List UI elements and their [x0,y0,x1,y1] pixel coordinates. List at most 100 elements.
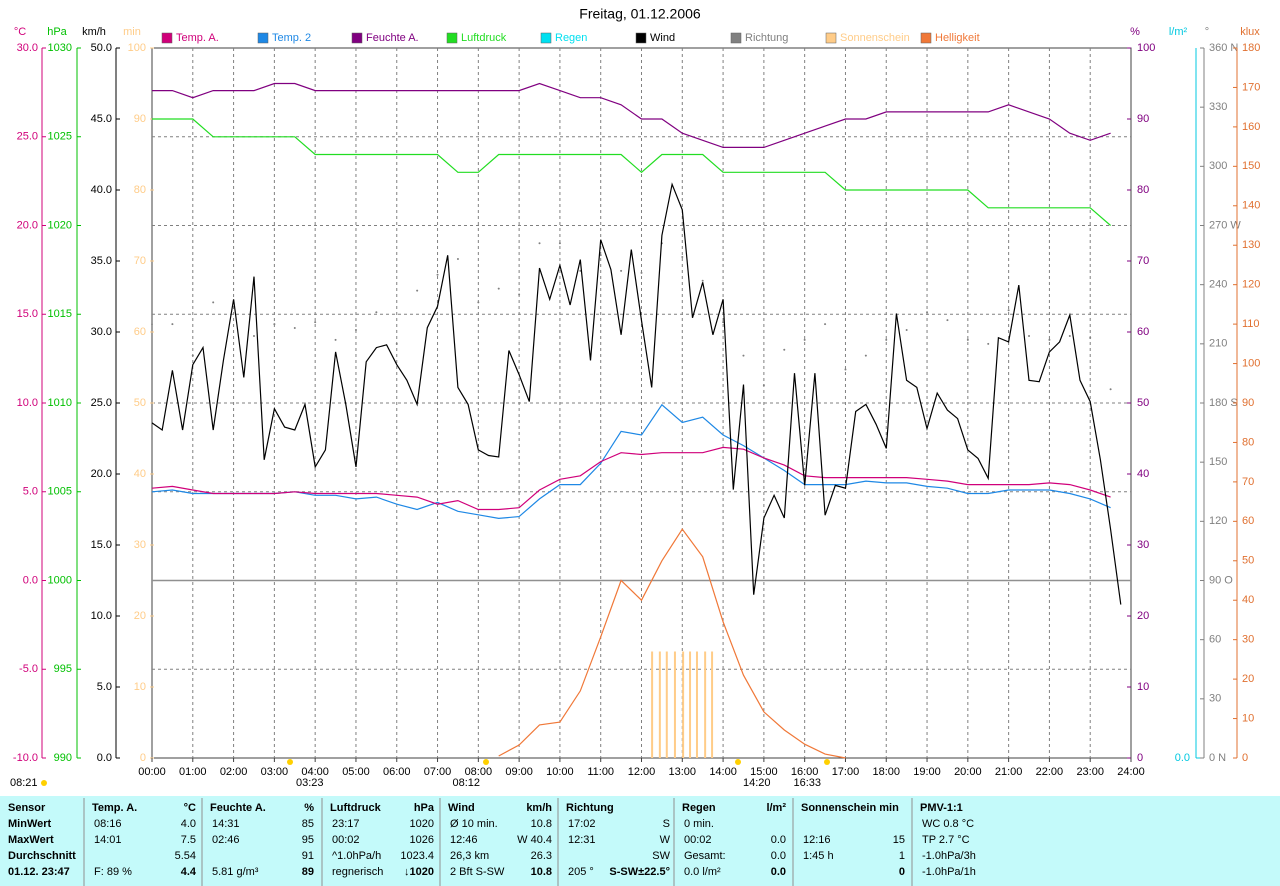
series-line [151,446,1111,511]
y-tick-label: 40 [1242,594,1254,606]
direction-dot [375,311,378,314]
legend-swatch [825,32,837,44]
cell-right: 4.0 [181,818,196,830]
y-tick-label: 20.0 [91,468,112,480]
y-tick-label: 45.0 [91,113,112,125]
legend-swatch [920,32,932,44]
y-tick-label: 120 [1242,279,1260,291]
cell-left: Gesamt: [684,850,726,862]
y-tick-label: 100 [128,42,146,54]
legend-label: Regen [555,32,587,44]
y-tick-label: 40 [134,468,146,480]
cell-right: 7.5 [181,834,196,846]
column-unit: °C [184,802,196,814]
cell-left: 14:01 [94,834,122,846]
cell-right: 85 [302,818,314,830]
row-label: Durchschnitt [8,850,76,862]
y-tick-label: 180 S [1209,397,1238,409]
direction-dot [212,301,215,304]
sun-icon [824,759,830,765]
y-axis-unit: ° [1205,26,1209,38]
cell-left: 02:46 [212,834,240,846]
cell-left: -1.0hPa/1h [922,866,976,878]
direction-dot [1109,388,1112,391]
y-tick-label: 1015 [48,308,72,320]
legend-label: Luftdruck [461,32,507,44]
y-tick-label: -10.0 [13,752,38,764]
y-tick-label: 20 [134,610,146,622]
cell-right: 26.3 [531,850,552,862]
x-tick-label: 05:00 [342,766,370,778]
cell-right: 4.4 [181,866,197,878]
cell-right: 91 [302,850,314,862]
x-tick-label: 12:00 [628,766,656,778]
direction-dot [1048,338,1051,341]
direction-dot [1089,336,1092,339]
cell-left: 23:17 [332,818,360,830]
cell-right: 10.8 [531,818,552,830]
direction-dot [456,258,459,261]
y-tick-label: 100 [1137,42,1155,54]
y-tick-label: 40 [1137,468,1149,480]
cell-left: 0 min. [684,818,714,830]
x-tick-label: 11:00 [587,766,614,778]
direction-dot [885,338,888,341]
y-tick-label: 1025 [48,131,72,143]
y-tick-label: 330 [1209,101,1227,113]
y-tick-label: 50 [1242,555,1254,567]
series-line [151,403,1111,520]
y-tick-label: 30 [1242,634,1254,646]
direction-dot [191,354,194,357]
y-tick-label: 110 [1242,318,1260,330]
direction-dot [477,301,480,304]
event-time: 03:23 [296,777,324,789]
y-tick-label: 0 N [1209,752,1226,764]
column-unit: hPa [414,802,435,814]
cell-left: 5.81 g/m³ [212,866,259,878]
cell-left: -1.0hPa/3h [922,850,976,862]
cell-right: 1 [899,850,905,862]
direction-dot [1028,334,1031,337]
series-line [152,118,1111,226]
x-tick-label: 23:00 [1076,766,1104,778]
direction-dot [722,321,725,324]
cell-left: TP 2.7 °C [922,834,970,846]
y-tick-label: 270 W [1209,219,1241,231]
y-tick-label: 30.0 [17,42,38,54]
series-line [151,182,1122,605]
chart-title: Freitag, 01.12.2006 [579,6,701,22]
y-tick-label: 25.0 [17,131,38,143]
y-tick-label: 120 [1209,515,1227,527]
y-tick-label: 80 [1242,436,1254,448]
y-tick-label: 990 [54,752,72,764]
direction-dot [620,269,623,272]
y-tick-label: 0 [1242,752,1248,764]
y-tick-label: 100 [1242,357,1260,369]
legend-swatch [540,32,552,44]
y-tick-label: 150 [1209,456,1227,468]
direction-dot [640,271,643,274]
row-label: 01.12. 23:47 [8,866,70,878]
cell-left: 00:02 [684,834,712,846]
cell-right: W [660,834,671,846]
series-line [498,528,846,759]
x-tick-label: 20:00 [954,766,982,778]
direction-dot [293,327,296,330]
direction-dot [334,338,337,341]
y-tick-label: 20.0 [17,219,38,231]
legend-swatch [446,32,458,44]
y-tick-label: 70 [1137,255,1149,267]
cell-left: WC 0.8 °C [922,818,974,830]
row-label: MinWert [8,818,52,830]
direction-dot [966,338,969,341]
y-tick-label: 210 [1209,338,1227,350]
cell-right: 1026 [410,834,434,846]
x-tick-label: 21:00 [995,766,1023,778]
y-tick-label: 30 [1209,693,1221,705]
x-tick-label: 17:00 [832,766,860,778]
y-tick-label: 90 [1137,113,1149,125]
direction-dot [926,311,929,314]
x-tick-label: 13:00 [669,766,697,778]
legend-label: Helligkeit [935,32,980,44]
